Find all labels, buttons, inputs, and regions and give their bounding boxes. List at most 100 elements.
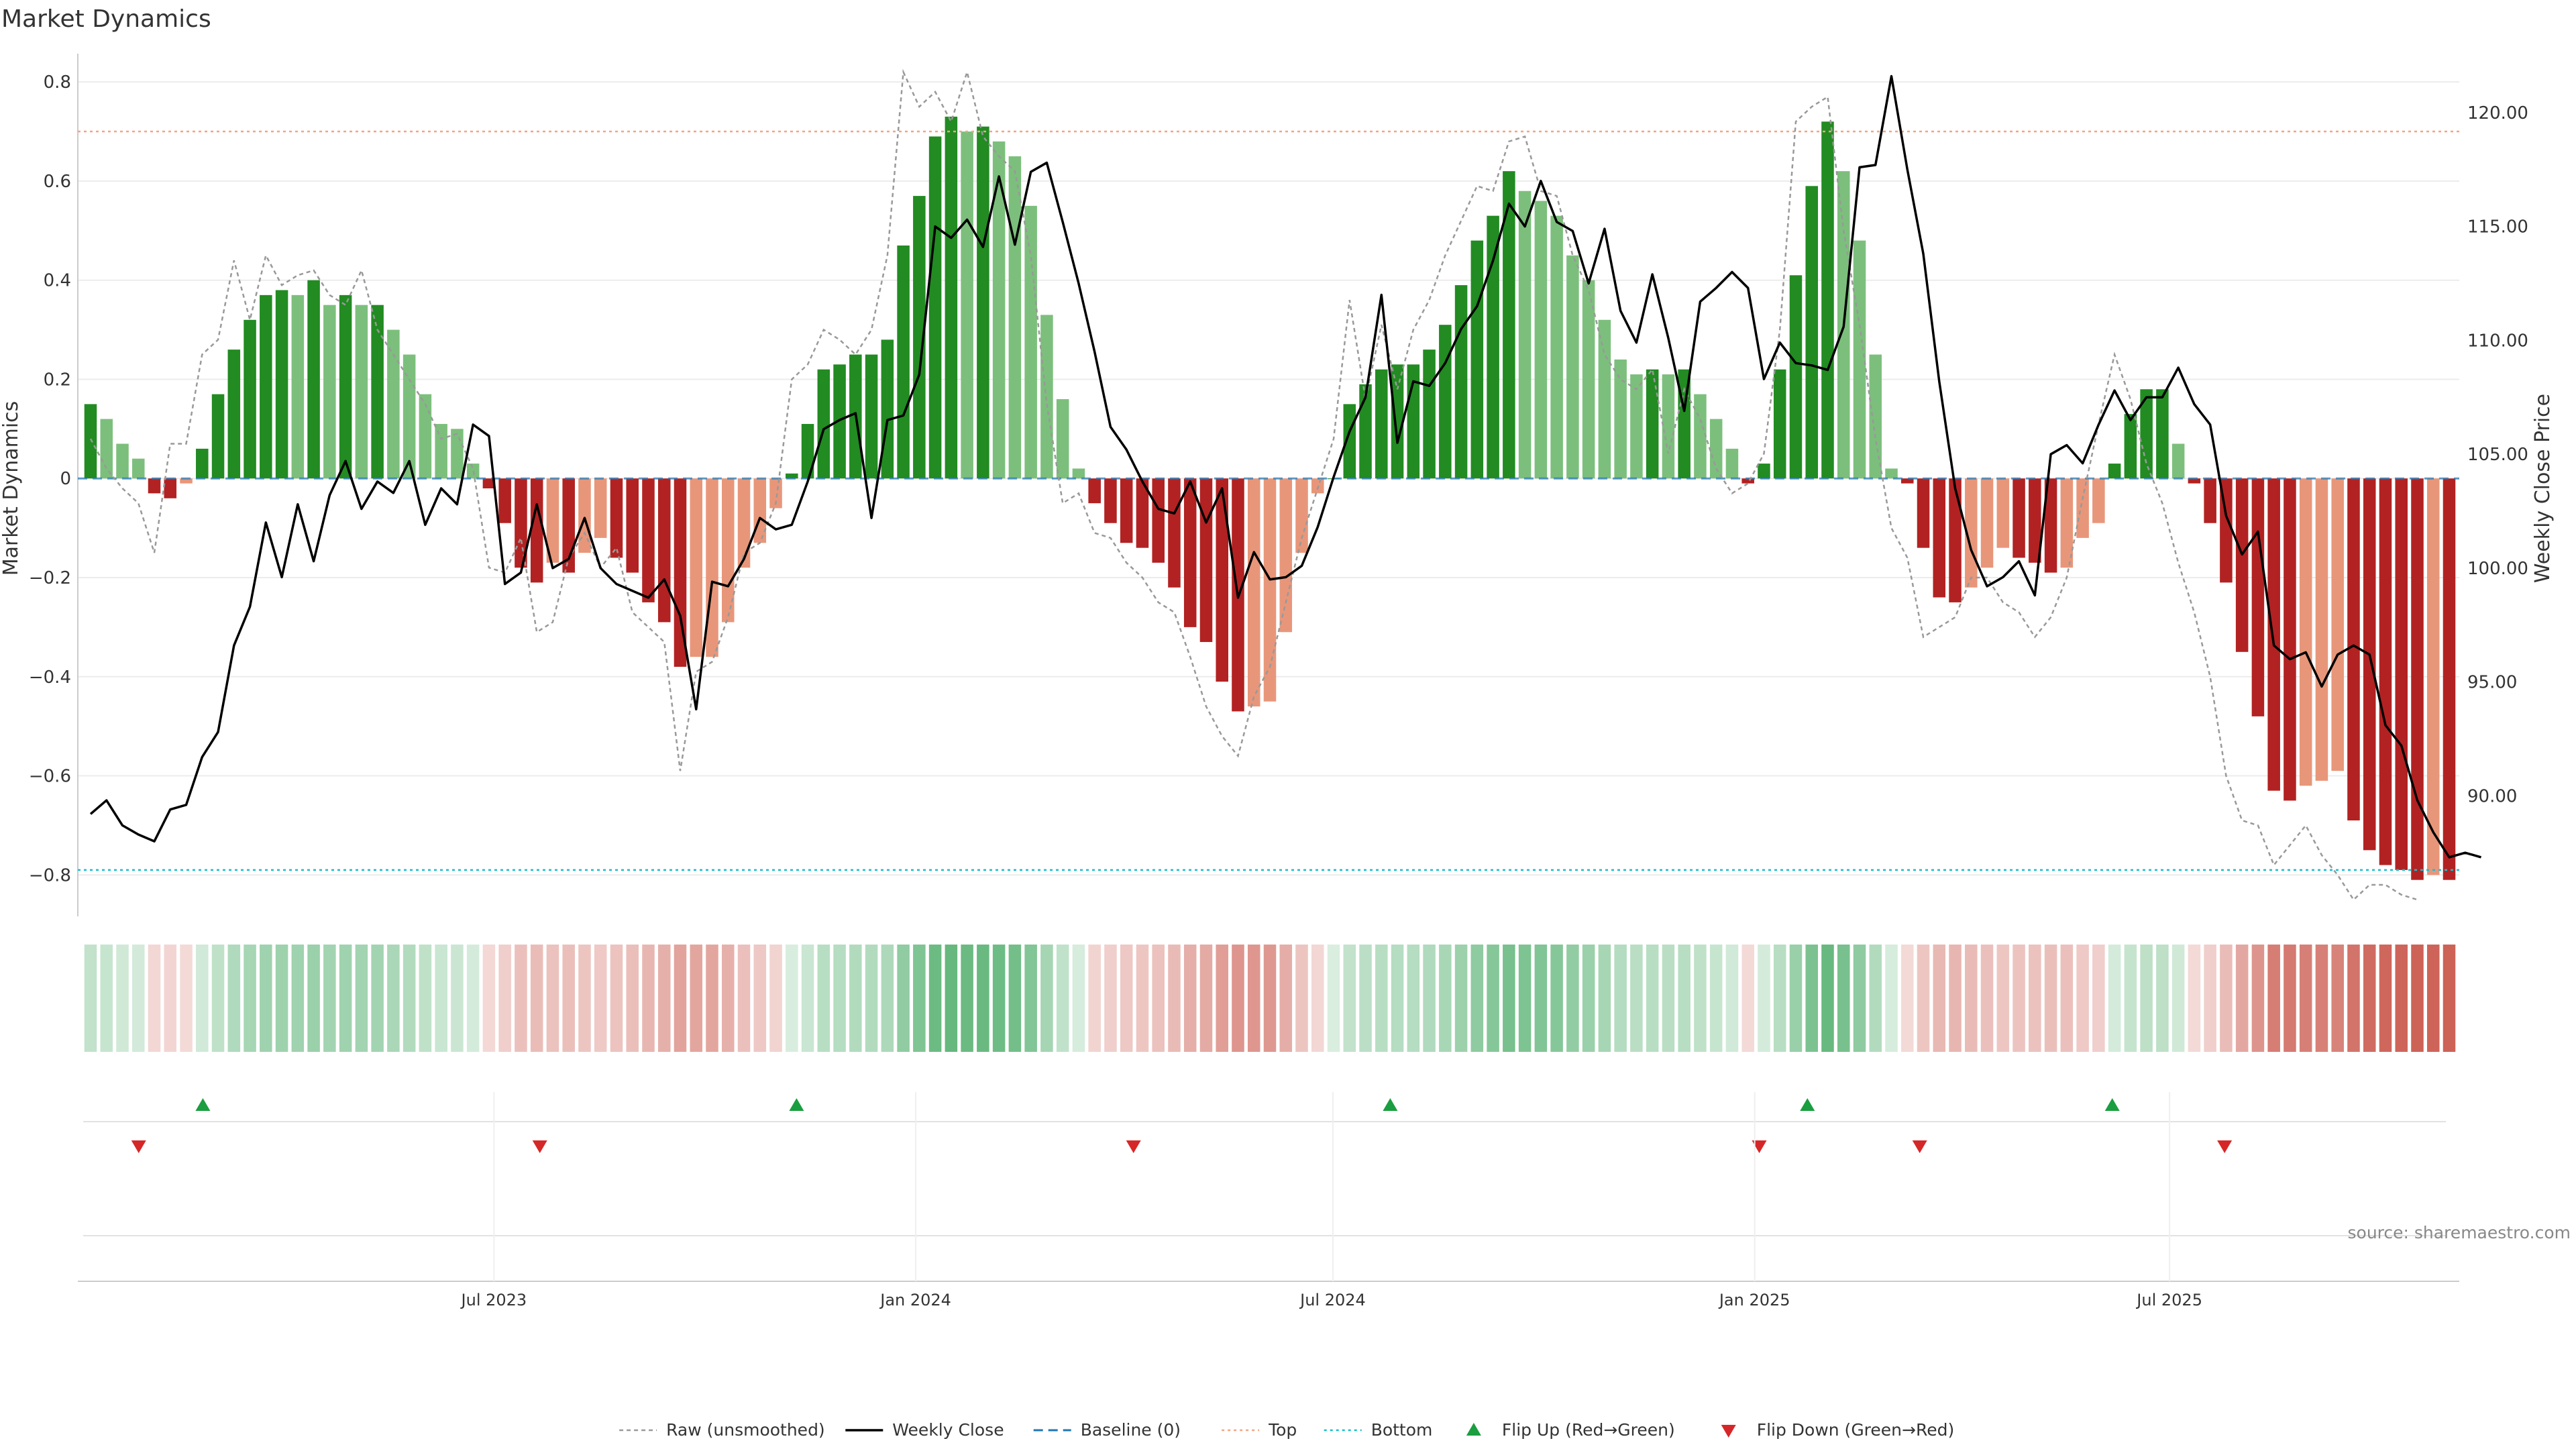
dynamics-bar bbox=[1646, 369, 1659, 479]
raw-series-line bbox=[89, 68, 2418, 902]
dynamics-bar bbox=[1391, 364, 1404, 479]
flip-markers-panel bbox=[83, 1098, 2446, 1153]
intensity-cell bbox=[1040, 945, 1053, 1052]
intensity-cell bbox=[1518, 945, 1532, 1052]
dynamics-bar bbox=[2108, 464, 2121, 479]
dynamics-bar bbox=[1216, 478, 1228, 682]
y-left-tick-label: 0 bbox=[60, 469, 71, 489]
flip-down-marker bbox=[532, 1140, 547, 1153]
dynamics-bar bbox=[2426, 478, 2440, 875]
legend-label: Baseline (0) bbox=[1081, 1420, 1181, 1440]
dynamics-bar bbox=[2443, 478, 2456, 880]
dynamics-bar bbox=[498, 478, 511, 523]
y-right-tick-label: 90.00 bbox=[2467, 786, 2517, 806]
intensity-cell bbox=[1550, 945, 1563, 1052]
intensity-cell bbox=[227, 945, 241, 1052]
y-right-tick-label: 110.00 bbox=[2467, 331, 2528, 351]
intensity-cell bbox=[801, 945, 814, 1052]
dynamics-bar bbox=[116, 443, 129, 479]
dynamics-bar bbox=[928, 136, 942, 479]
dynamics-bar bbox=[1630, 374, 1643, 479]
dynamics-bar bbox=[291, 294, 305, 479]
dynamics-bar bbox=[1550, 215, 1563, 479]
dynamics-bar bbox=[1439, 325, 1452, 479]
intensity-cell bbox=[1088, 945, 1101, 1052]
intensity-cell bbox=[690, 945, 703, 1052]
intensity-cell bbox=[913, 945, 926, 1052]
intensity-cell bbox=[1008, 945, 1022, 1052]
intensity-cell bbox=[1279, 945, 1293, 1052]
x-tick-label: Jul 2025 bbox=[2135, 1291, 2202, 1309]
intensity-cell bbox=[451, 945, 464, 1052]
y-right-tick-label: 100.00 bbox=[2467, 559, 2528, 579]
dynamics-bar bbox=[1566, 255, 1579, 479]
dynamics-bar bbox=[1199, 478, 1213, 643]
dynamics-bar bbox=[2012, 478, 2025, 558]
intensity-cell bbox=[865, 945, 878, 1052]
intensity-cell bbox=[1678, 945, 1690, 1052]
dynamics-bar bbox=[2060, 478, 2074, 568]
intensity-cell bbox=[1821, 945, 1834, 1052]
flip-up-marker bbox=[1800, 1098, 1815, 1111]
intensity-cell bbox=[100, 945, 113, 1052]
intensity-cell bbox=[706, 945, 718, 1052]
intensity-cell bbox=[594, 945, 607, 1052]
legend-entry-close: Weekly Close bbox=[845, 1420, 1004, 1440]
intensity-cell bbox=[323, 945, 336, 1052]
intensity-cell bbox=[849, 945, 862, 1052]
legend: Raw (unsmoothed) Weekly Close Baseline (0)… bbox=[619, 1420, 1954, 1440]
intensity-cell bbox=[1327, 945, 1340, 1052]
dynamics-bar bbox=[1694, 394, 1707, 479]
chart-title: Market Dynamics bbox=[1, 5, 211, 33]
dynamics-bar bbox=[1518, 191, 1532, 479]
intensity-cell bbox=[260, 945, 272, 1052]
intensity-cell bbox=[2363, 945, 2376, 1052]
intensity-cell bbox=[1120, 945, 1133, 1052]
intensity-cell bbox=[2044, 945, 2057, 1052]
legend-entry-bottom: Bottom bbox=[1324, 1420, 1432, 1440]
dynamics-bar bbox=[2267, 478, 2280, 791]
intensity-cell bbox=[881, 945, 894, 1052]
dynamics-bar bbox=[180, 478, 193, 484]
dynamics-bar bbox=[148, 478, 161, 494]
y-right-axis-label: Weekly Close Price bbox=[2531, 394, 2555, 583]
intensity-cell bbox=[1168, 945, 1181, 1052]
dynamics-bar bbox=[275, 290, 288, 479]
intensity-cell bbox=[1295, 945, 1308, 1052]
dynamics-bar bbox=[2204, 478, 2216, 523]
dynamics-bar bbox=[1487, 215, 1499, 479]
intensity-cell bbox=[1454, 945, 1468, 1052]
dynamics-bar bbox=[2315, 478, 2328, 781]
intensity-cell bbox=[578, 945, 591, 1052]
dynamics-bar bbox=[2395, 478, 2408, 870]
intensity-cell bbox=[435, 945, 447, 1052]
intensity-cell bbox=[164, 945, 177, 1052]
intensity-cell bbox=[466, 945, 480, 1052]
intensity-cell bbox=[2347, 945, 2360, 1052]
dynamics-bar bbox=[387, 329, 400, 479]
dynamics-bar bbox=[2299, 478, 2312, 786]
intensity-cell bbox=[2060, 945, 2074, 1052]
intensity-cell bbox=[244, 945, 256, 1052]
intensity-cell bbox=[2267, 945, 2280, 1052]
source-note: source: sharemaestro.com bbox=[2348, 1223, 2571, 1242]
intensity-cell bbox=[674, 945, 687, 1052]
intensity-cell bbox=[2076, 945, 2089, 1052]
intensity-cell bbox=[2426, 945, 2440, 1052]
intensity-cell bbox=[1407, 945, 1420, 1052]
intensity-cell bbox=[610, 945, 623, 1052]
intensity-cell bbox=[1741, 945, 1754, 1052]
dynamics-bar bbox=[674, 478, 687, 667]
intensity-cell bbox=[116, 945, 129, 1052]
dynamics-bar bbox=[786, 473, 798, 479]
flip-up-marker bbox=[2104, 1098, 2120, 1111]
dynamics-bar bbox=[211, 394, 225, 479]
dynamics-bar bbox=[515, 478, 527, 568]
dynamics-bar bbox=[977, 126, 989, 479]
dynamics-bar bbox=[1758, 464, 1770, 479]
legend-swatch bbox=[1721, 1425, 1736, 1438]
intensity-cell bbox=[1359, 945, 1372, 1052]
dynamics-bar bbox=[132, 458, 145, 479]
intensity-cell bbox=[1152, 945, 1165, 1052]
dynamics-bar bbox=[769, 478, 782, 508]
